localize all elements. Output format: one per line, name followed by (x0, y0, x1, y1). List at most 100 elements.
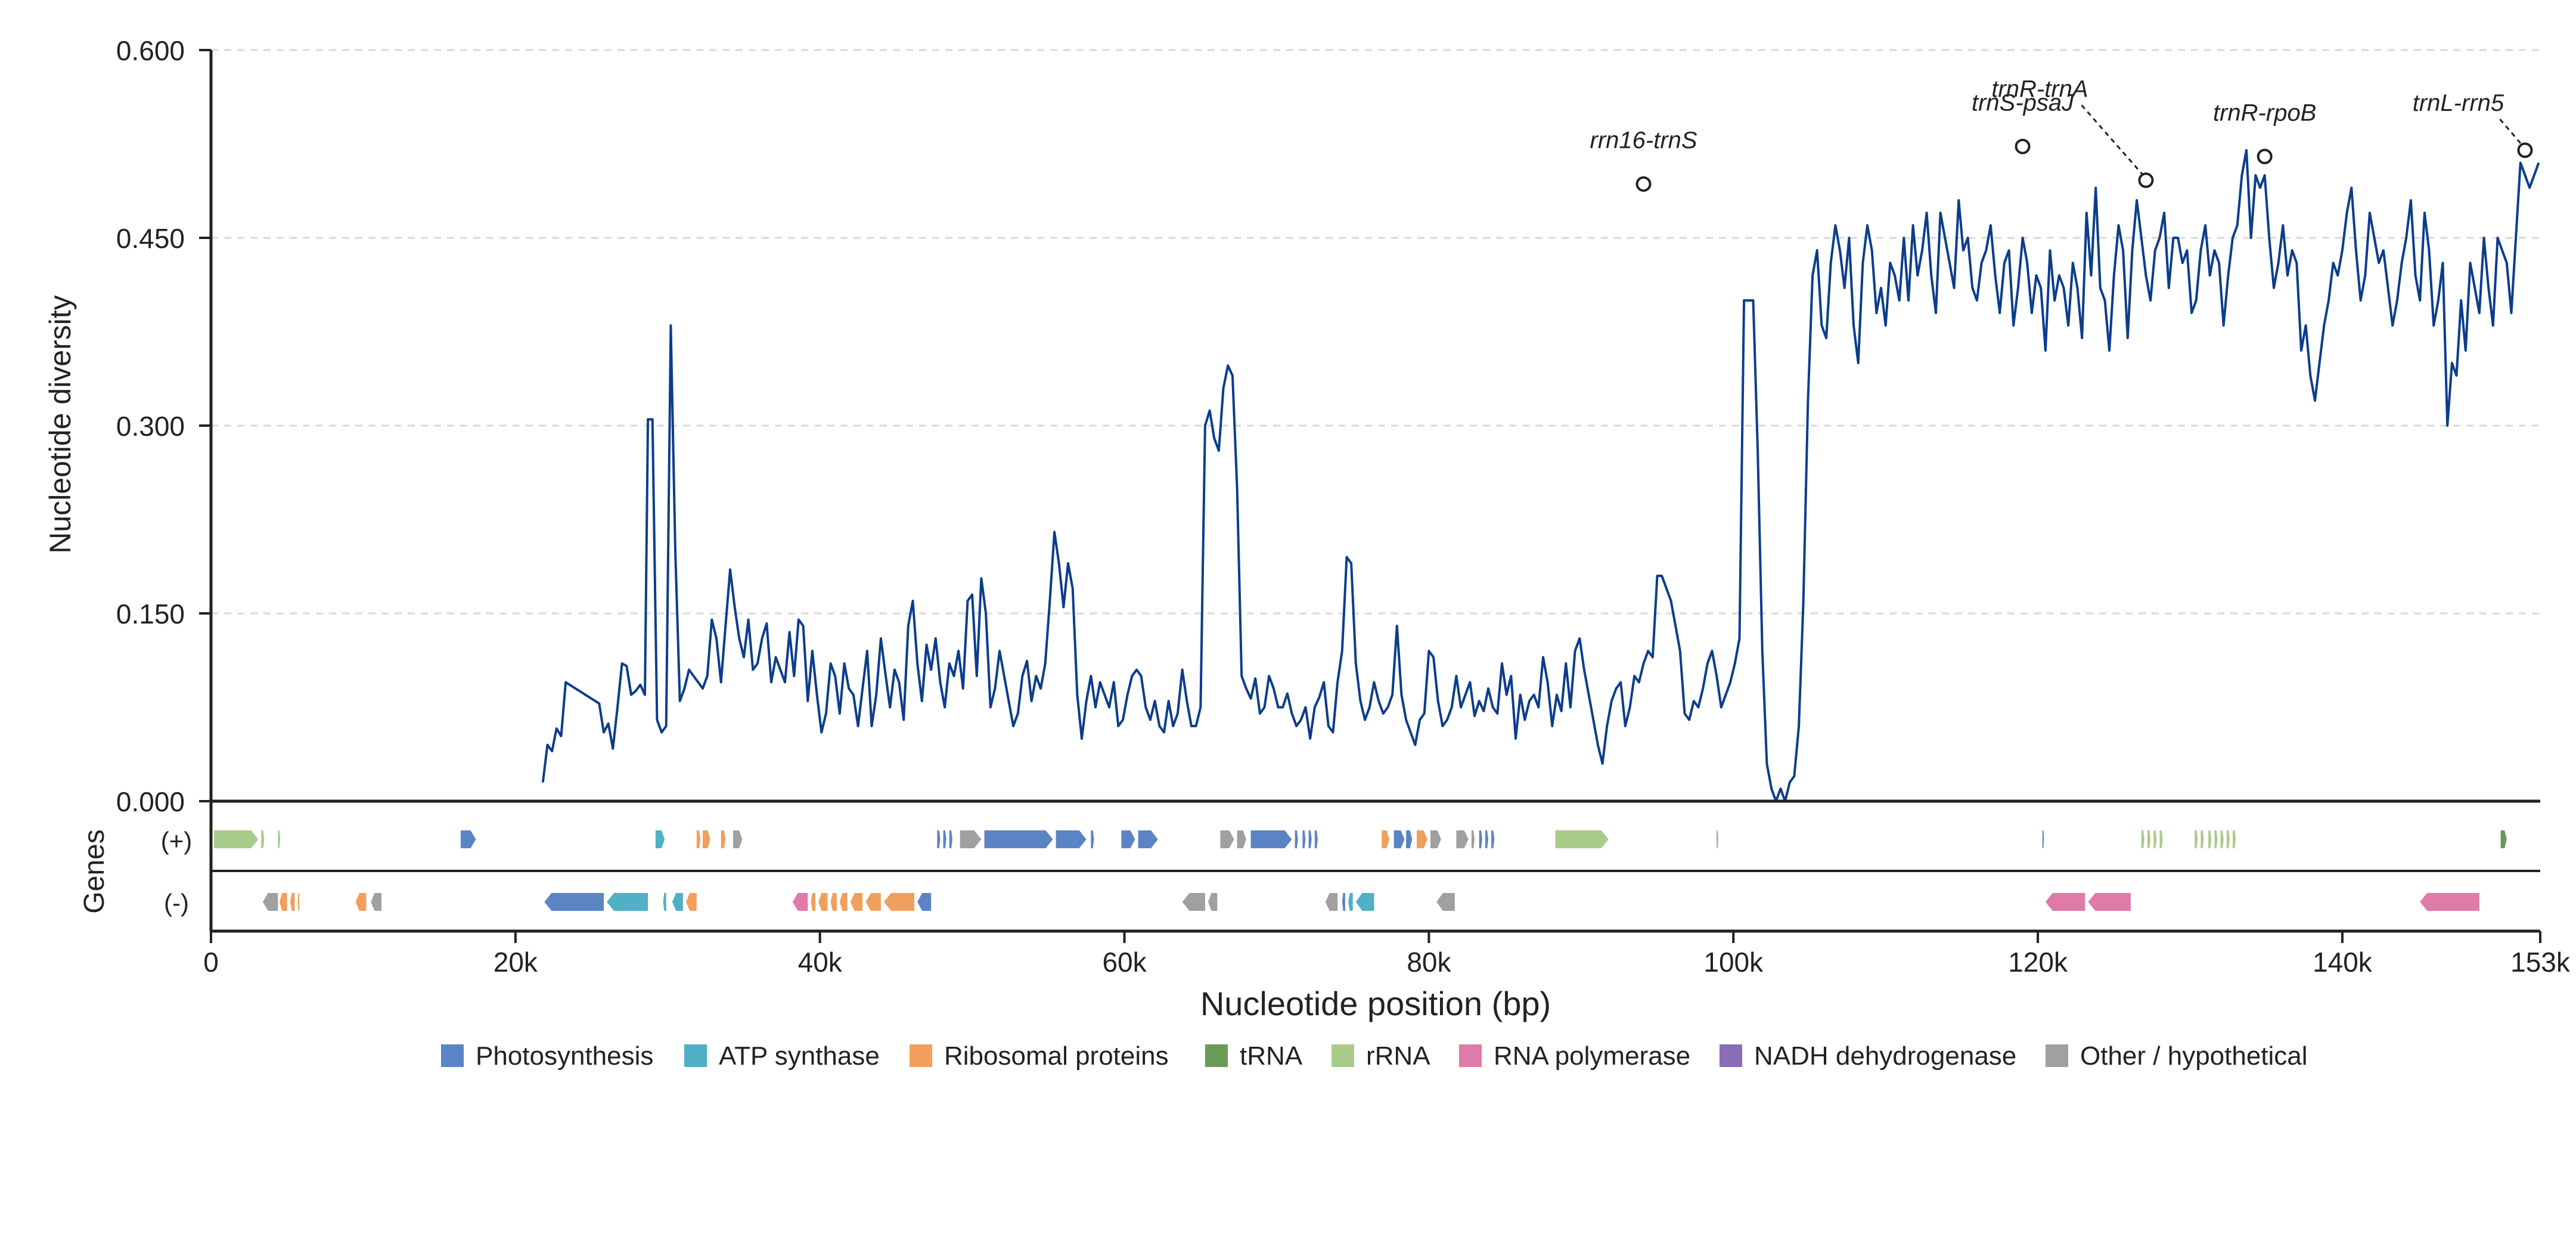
gene-plus-strand (949, 830, 952, 848)
legend-swatch (910, 1044, 932, 1067)
strand-minus-label: (-) (164, 889, 189, 917)
gene-minus-strand (839, 893, 848, 911)
gene-plus-strand (1250, 830, 1292, 848)
y-tick-label: 0.300 (116, 411, 185, 442)
gene-plus-strand (1491, 830, 1495, 848)
legend-label: rRNA (1366, 1041, 1430, 1071)
gene-plus-strand (1121, 830, 1135, 848)
legend-label: Photosynthesis (476, 1041, 653, 1071)
gene-plus-strand (1138, 830, 1158, 848)
gene-plus-strand (2042, 830, 2044, 848)
gene-minus-strand (2088, 893, 2131, 911)
gene-plus-strand (1091, 830, 1094, 848)
gene-minus-strand (262, 893, 278, 911)
gene-plus-strand (2141, 830, 2144, 848)
gene-plus-strand (1295, 830, 1298, 848)
x-tick-label: 0 (203, 947, 219, 978)
gene-plus-strand (1220, 830, 1234, 848)
gene-plus-strand (460, 830, 476, 848)
legend: Photosynthesis ATP synthase Ribosomal prot… (441, 1041, 2308, 1071)
peak-marker (2015, 138, 2031, 154)
gene-plus-strand (733, 830, 743, 848)
peak-marker (1635, 176, 1652, 192)
peak-label: rrn16-trnS (1590, 128, 1697, 154)
legend-swatch (1459, 1044, 1482, 1067)
gene-minus-strand (685, 893, 697, 911)
legend-swatch (1332, 1044, 1354, 1067)
gene-minus-strand (2420, 893, 2479, 911)
gene-minus-strand (672, 893, 683, 911)
gene-plus-strand (1302, 830, 1306, 848)
gene-plus-strand (943, 830, 946, 848)
y-gridlines (211, 49, 2540, 615)
x-tick-label: 80k (1407, 947, 1451, 978)
gene-plus-strand (2147, 830, 2151, 848)
legend-label: Ribosomal proteins (944, 1041, 1169, 1071)
peak-leader-line (2081, 104, 2143, 175)
gene-minus-strand (1182, 893, 1205, 911)
gene-plus-strand (655, 830, 665, 848)
gene-plus-strand (1479, 830, 1482, 848)
gene-plus-strand (1237, 830, 1246, 848)
legend-swatch (684, 1044, 707, 1067)
gene-plus-strand (1308, 830, 1312, 848)
gene-minus-strand (811, 893, 816, 911)
gene-plus-strand (2153, 830, 2157, 848)
x-axis-label: Nucleotide position (bp) (1200, 985, 1551, 1022)
gene-plus-strand (1485, 830, 1489, 848)
gene-plus-strand (1406, 830, 1413, 848)
gene-plus-strand (2226, 830, 2230, 848)
gene-minus-strand (818, 893, 828, 911)
gene-plus-strand (960, 830, 982, 848)
gene-minus-strand (1436, 893, 1455, 911)
gene-plus-strand (1056, 830, 1087, 848)
gene-track (214, 830, 2507, 911)
legend-swatch (2046, 1044, 2068, 1067)
x-tick-label: 140k (2313, 947, 2373, 978)
peak-label: trnR-trnA (1991, 76, 2088, 102)
gene-minus-strand (850, 893, 863, 911)
peak-label: trnR-rpoB (2213, 100, 2316, 126)
y-tick-label: 0.150 (116, 598, 185, 629)
gene-minus-strand (883, 893, 915, 911)
gene-minus-strand (355, 893, 367, 911)
y-axis-label: Nucleotide diversity (44, 295, 77, 554)
gene-plus-strand (261, 830, 265, 848)
peak-marker (2517, 142, 2533, 158)
legend-swatch (1720, 1044, 1742, 1067)
gene-plus-strand (1471, 830, 1475, 848)
legend-label: tRNA (1240, 1041, 1303, 1071)
gene-plus-strand (1717, 830, 1718, 848)
x-tick-label: 120k (2008, 947, 2068, 978)
y-tick-label: 0.450 (116, 223, 185, 254)
gene-plus-strand (984, 830, 1053, 848)
gene-plus-strand (1430, 830, 1441, 848)
gene-plus-strand (2233, 830, 2236, 848)
gene-minus-strand (297, 893, 300, 911)
gene-minus-strand (917, 893, 932, 911)
y-tick-label: 0.000 (116, 786, 185, 817)
gene-plus-strand (214, 830, 259, 848)
gene-plus-strand (2220, 830, 2224, 848)
peak-label: trnS-psaJ (1972, 90, 2074, 116)
diversity-series (541, 149, 2540, 802)
gene-plus-strand (2201, 830, 2204, 848)
gene-plus-strand (278, 830, 281, 848)
gene-plus-strand (1382, 830, 1389, 848)
gene-minus-strand (663, 893, 666, 911)
y-tick-label: 0.600 (116, 35, 185, 66)
gene-track-title: Genes (79, 829, 110, 913)
x-tick-label: 40k (798, 947, 843, 978)
gene-minus-strand (830, 893, 837, 911)
legend-swatch (1205, 1044, 1228, 1067)
gene-plus-strand (2208, 830, 2212, 848)
gene-minus-strand (371, 893, 382, 911)
gene-minus-strand (279, 893, 287, 911)
peak-marker (2257, 148, 2273, 165)
gene-plus-strand (721, 830, 726, 848)
legend-label: ATP synthase (719, 1041, 880, 1071)
gene-minus-strand (1342, 893, 1345, 911)
